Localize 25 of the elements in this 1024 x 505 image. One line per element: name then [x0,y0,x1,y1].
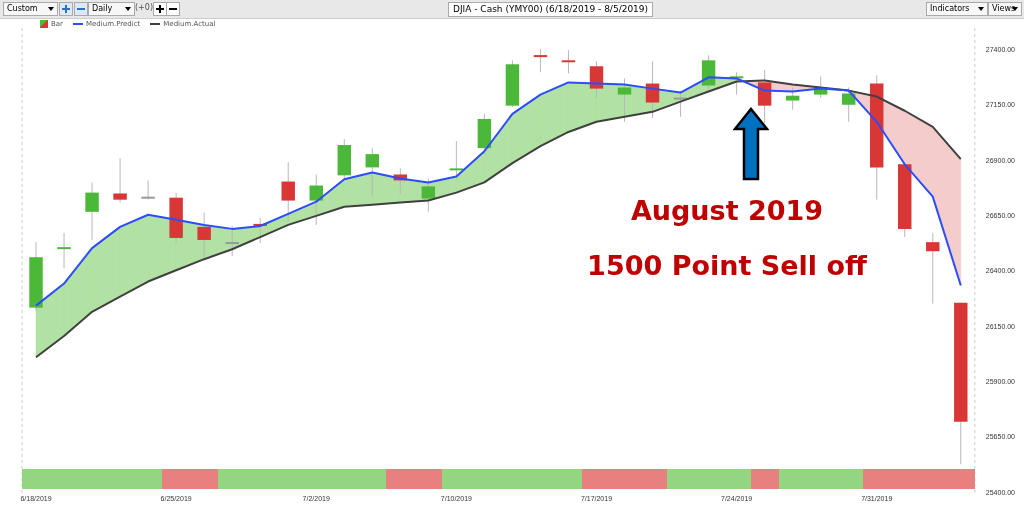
text: (+0) [135,3,154,12]
candlestick [421,177,436,213]
dropdown-field: Views [988,2,1022,16]
candlestick [617,77,632,123]
candlestick [224,225,240,257]
candlestick [785,87,800,111]
candlestick [85,181,99,241]
chart-title: DJIA - Cash (YMY00) (6/18/2019 - 8/5/2019) [448,2,654,17]
candlestick [365,147,380,198]
candlestick [841,87,856,123]
candlestick [926,232,940,305]
annotation: August 2019 [630,195,824,226]
candlestick [561,49,576,74]
candlestick [113,157,127,204]
candlestick [757,69,772,124]
dropdown-field: Daily [88,2,135,16]
dropdown-field: Indicators [926,2,988,16]
candlestick [281,161,295,222]
candlestick [589,60,604,99]
candlestick [532,48,549,73]
dropdown-field: Custom [3,2,58,16]
annotation: 1500 Point Sell off [587,250,867,281]
candlestick [56,232,72,269]
candlestick [448,140,465,180]
candlestick [197,212,211,261]
